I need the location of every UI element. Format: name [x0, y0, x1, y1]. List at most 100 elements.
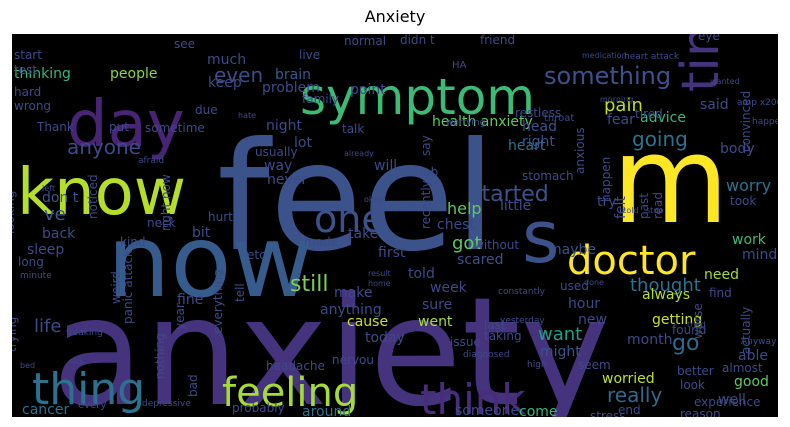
word-bad: bad — [186, 374, 200, 397]
word-every: every — [78, 400, 106, 411]
word-better: better — [677, 364, 714, 378]
word-end: end — [618, 403, 641, 417]
word-issue: issue — [450, 335, 481, 349]
word-friend: friend — [480, 34, 515, 47]
word-need: need — [704, 267, 739, 283]
word-tried: tried — [687, 320, 706, 329]
word-back: back — [42, 226, 76, 242]
word-stress: stress — [590, 409, 626, 417]
word-new: new — [578, 312, 607, 328]
word-hour: hour — [568, 296, 600, 312]
word-even: even — [214, 63, 263, 87]
word-throat: throat — [544, 113, 574, 124]
word-due: due — [195, 103, 218, 117]
word-really: really — [607, 383, 662, 407]
word-anxiety: anxiety — [52, 266, 609, 417]
word-find: find — [709, 286, 732, 300]
word-see: see — [174, 37, 195, 51]
word-yesterday: yesterday — [500, 316, 545, 326]
word-worrying: worrying — [446, 118, 485, 128]
word-past: past — [637, 193, 651, 219]
word-tell: tell — [233, 283, 247, 302]
word-usually: usually — [255, 145, 298, 159]
word-life: life — [34, 316, 61, 337]
word-think: think — [420, 375, 526, 417]
word-cancer: cancer — [22, 402, 69, 417]
word-last: last — [484, 318, 506, 332]
word-much: much — [207, 52, 246, 68]
word-doctor: doctor — [567, 238, 696, 284]
word-go: go — [672, 331, 699, 356]
word-put: put — [109, 120, 129, 134]
word-made: made — [304, 235, 338, 249]
word-week: week — [430, 280, 468, 296]
word-take: take — [348, 226, 378, 242]
word-point: point — [350, 82, 386, 98]
word-going: going — [632, 127, 688, 151]
word-stop: stop — [646, 206, 663, 215]
word-test: test — [14, 63, 37, 77]
word-body: body — [720, 141, 755, 157]
word-felt: felt — [613, 196, 629, 219]
word-didn-t: didn t — [400, 34, 435, 47]
word-one: one — [314, 197, 385, 241]
word-high: high — [527, 360, 547, 370]
word-will: will — [374, 158, 397, 174]
word-sleep: sleep — [27, 242, 64, 258]
word-m: m — [612, 112, 729, 251]
word-s: s — [522, 195, 560, 279]
word-depressive: depressive — [142, 399, 191, 409]
word-seem: seem — [578, 358, 611, 372]
word-wanted: wanted — [710, 77, 740, 86]
word-minute: minute — [20, 271, 52, 281]
word-amp-x200b: amp x200B — [737, 98, 778, 108]
word-month: month — [627, 332, 672, 348]
word-hurt: hurt — [208, 210, 233, 224]
word-anyway: Anyway — [741, 337, 777, 347]
word-read: read — [651, 192, 665, 219]
word-nervou: nervou — [332, 353, 374, 367]
word-used: used — [560, 279, 589, 293]
word-happened: happened — [752, 117, 778, 127]
word-wrong: wrong — [14, 99, 51, 113]
word-fine: fine — [177, 292, 203, 308]
word-etc: etc — [247, 248, 266, 262]
word-normal: normal — [344, 34, 386, 48]
word-maybe: maybe — [548, 242, 596, 258]
word-constantly: constantly — [498, 287, 546, 297]
word-freaking: freaking — [66, 328, 103, 338]
word-always: always — [642, 287, 690, 303]
word-time: time — [671, 34, 731, 92]
word-hate: hate — [238, 111, 256, 120]
word-afraid: afraid — [138, 156, 164, 166]
chart-title: Anxiety — [364, 7, 426, 26]
word-pain: pain — [604, 95, 643, 116]
word-actually: actually — [739, 307, 753, 354]
word-symptom: symptom — [300, 68, 535, 126]
word-left: left — [42, 184, 55, 193]
word-probably: probably — [232, 401, 285, 415]
word-okay: okay — [364, 195, 383, 204]
word-look: look — [680, 378, 705, 392]
word-getting: getting — [652, 312, 702, 328]
word-try: try — [597, 194, 617, 210]
word-cold: cold — [622, 206, 639, 215]
word-lot: lot — [294, 135, 312, 151]
word-something: something — [544, 62, 671, 90]
word-live: live — [299, 48, 320, 62]
word-thing: thing — [32, 364, 145, 415]
word-first: first — [378, 245, 406, 261]
word-sometime: sometime — [145, 121, 205, 135]
word-morning: morning — [600, 95, 633, 104]
word-trying: trying — [12, 317, 19, 352]
word-little: little — [500, 198, 531, 214]
word-cause: cause — [347, 314, 388, 330]
word-anything: anything — [320, 302, 382, 318]
cloud-background — [12, 34, 778, 417]
word-thank: Thank — [36, 120, 74, 134]
word-keep: keep — [208, 75, 242, 91]
word-want: want — [538, 324, 582, 345]
word-now: now — [107, 203, 313, 320]
word-experience: experience — [694, 395, 761, 409]
